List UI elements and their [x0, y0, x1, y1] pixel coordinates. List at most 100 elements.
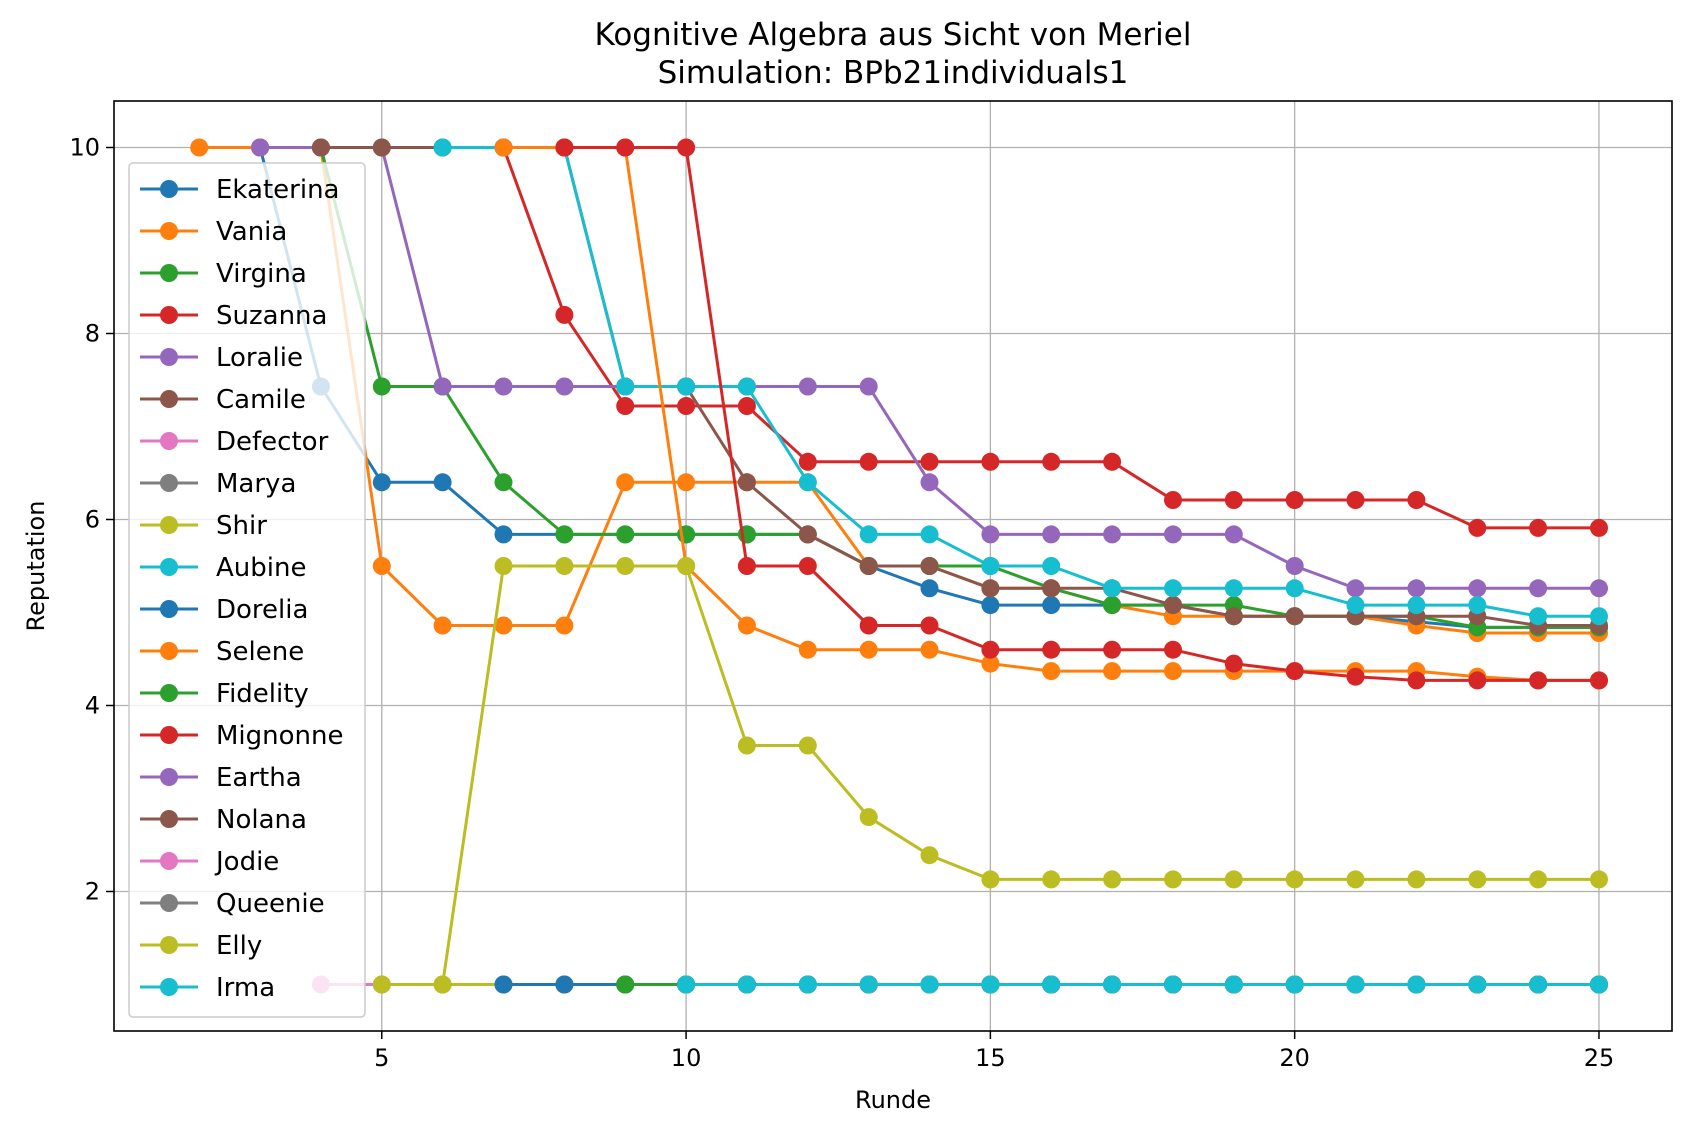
data-point — [372, 557, 391, 575]
data-point — [1164, 491, 1182, 509]
data-point — [981, 452, 1000, 471]
data-point — [372, 377, 391, 396]
data-point — [920, 525, 939, 544]
data-point — [1529, 870, 1548, 889]
data-point — [494, 473, 513, 492]
legend-label: Mignonne — [216, 721, 344, 751]
legend-swatch-marker — [160, 894, 178, 912]
legend-item: Dorelia — [140, 595, 308, 625]
data-point — [1346, 491, 1365, 509]
data-point — [798, 525, 817, 544]
data-point — [1103, 662, 1122, 681]
data-point — [1224, 579, 1243, 598]
data-point — [1224, 525, 1243, 544]
legend-item: Fidelity — [140, 679, 309, 709]
data-point — [1407, 671, 1426, 690]
y-tick-label: 4 — [85, 692, 100, 720]
legend-item: Shir — [140, 511, 267, 541]
data-point — [616, 473, 635, 492]
legend-item: Irma — [140, 973, 275, 1003]
data-point — [1164, 579, 1182, 598]
data-point — [859, 975, 878, 994]
data-point — [494, 138, 513, 157]
data-point — [1103, 870, 1122, 889]
data-point — [494, 377, 513, 396]
legend-swatch-marker — [160, 810, 178, 828]
data-point — [1407, 491, 1426, 509]
data-point — [1468, 870, 1487, 889]
data-point — [1285, 579, 1304, 598]
legend-item: Eartha — [140, 763, 302, 793]
x-tick-label: 5 — [374, 1044, 389, 1072]
data-point — [798, 377, 817, 396]
legend-swatch-marker — [160, 390, 178, 408]
data-point — [1407, 870, 1426, 889]
data-point — [798, 736, 817, 755]
data-point — [1529, 975, 1548, 994]
data-point — [859, 377, 878, 396]
x-tick-label: 15 — [975, 1044, 1006, 1072]
data-point — [1468, 975, 1487, 994]
data-point — [1103, 596, 1122, 615]
series-suzanna — [494, 138, 1608, 537]
legend-label: Nolana — [216, 805, 307, 835]
data-point — [737, 397, 756, 415]
data-point — [677, 377, 696, 396]
legend-item: Jodie — [140, 847, 279, 877]
data-point — [1346, 579, 1365, 598]
legend-label: Fidelity — [216, 679, 309, 709]
legend-swatch-marker — [160, 306, 178, 324]
series-irma — [677, 975, 1608, 994]
legend-label: Suzanna — [216, 301, 327, 331]
data-point — [1590, 579, 1608, 598]
data-point — [1103, 452, 1122, 471]
legend-item: Suzanna — [140, 301, 327, 331]
data-point — [737, 557, 756, 575]
legend-item: Elly — [140, 931, 262, 961]
data-point — [981, 525, 1000, 544]
legend-swatch-marker — [160, 348, 178, 366]
data-point — [737, 975, 756, 994]
data-point — [555, 138, 574, 157]
data-point — [1590, 671, 1608, 690]
data-point — [1590, 518, 1608, 537]
data-point — [1346, 667, 1365, 686]
legend-swatch-marker — [160, 684, 178, 702]
legend-swatch-marker — [160, 768, 178, 786]
data-point — [859, 640, 878, 659]
data-point — [1590, 607, 1608, 626]
data-point — [372, 473, 391, 492]
chart-subtitle: Simulation: BPb21individuals1 — [658, 55, 1129, 91]
legend-swatch-marker — [160, 264, 178, 282]
y-axis-label: Reputation — [22, 501, 50, 632]
y-tick-label: 10 — [69, 134, 100, 162]
data-point — [616, 138, 635, 157]
legend-item: Marya — [140, 469, 296, 499]
legend-item: Mignonne — [140, 721, 344, 751]
legend-label: Vania — [216, 217, 287, 247]
legend-swatch-marker — [160, 936, 178, 954]
data-point — [1103, 525, 1122, 544]
legend-swatch-marker — [160, 180, 178, 198]
legend-label: Selene — [216, 637, 304, 667]
legend-item: Selene — [140, 637, 304, 667]
legend-swatch-marker — [160, 558, 178, 576]
data-point — [1285, 975, 1304, 994]
data-point — [1224, 491, 1243, 509]
legend-swatch-marker — [160, 600, 178, 618]
data-point — [677, 975, 696, 994]
data-point — [798, 975, 817, 994]
series-line — [441, 564, 1599, 985]
data-point — [1042, 557, 1061, 575]
data-point — [920, 616, 939, 635]
legend-swatch-marker — [160, 852, 178, 870]
series-aubine — [433, 138, 1608, 626]
data-point — [1529, 671, 1548, 690]
legend-swatch-marker — [160, 642, 178, 660]
legend-item: Ekaterina — [140, 175, 339, 205]
x-tick-label: 10 — [671, 1044, 702, 1072]
data-point — [1164, 975, 1182, 994]
data-point — [1042, 662, 1061, 681]
legend: Ekaterina Vania Virgina Suzanna Loralie Camil… — [128, 162, 366, 1018]
data-point — [494, 616, 513, 635]
